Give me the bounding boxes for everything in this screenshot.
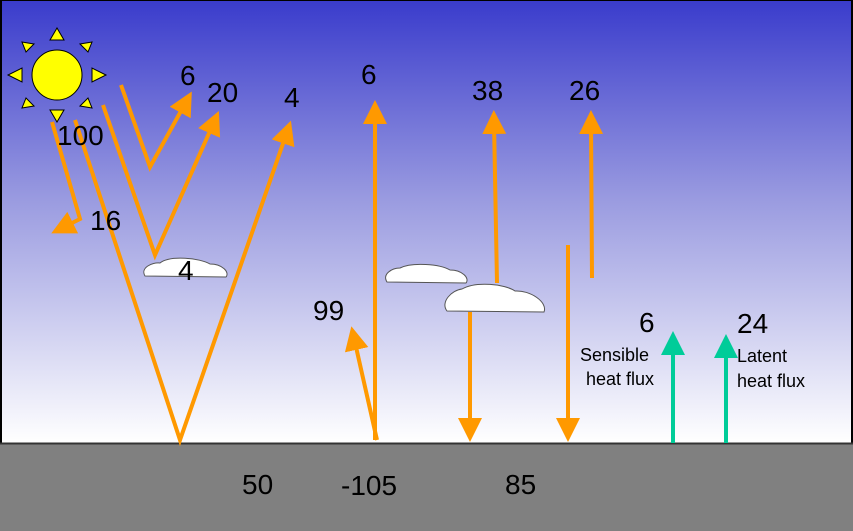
- latent-value: 24: [737, 308, 768, 339]
- atmosphere-emission-label: 26: [569, 75, 600, 106]
- ground-solar-label: 50: [242, 469, 273, 500]
- atmosphere-absorbed-label: 16: [90, 205, 121, 236]
- air-backscatter-arrow: [119, 84, 192, 172]
- atmosphere-emission-arrow: [579, 110, 604, 279]
- cloud-icon: [444, 283, 546, 313]
- latent-label-line1: Latent: [737, 346, 787, 366]
- outgoing-surface-label: 6: [361, 59, 377, 90]
- sensible-label-line1: Sensible: [580, 345, 649, 365]
- backscatter-label: 6: [180, 60, 196, 91]
- surface-emission-label: 99: [313, 295, 344, 326]
- surface-reflection-arrow: [73, 119, 295, 447]
- sun-icon: [6, 27, 108, 123]
- cloud-icon: [143, 257, 228, 278]
- cloud-reflection-arrow: [101, 104, 221, 261]
- sensible-value: 6: [639, 307, 655, 338]
- atmosphere-absorption-arrow: [50, 121, 83, 234]
- cloud-emission-label: 38: [472, 75, 503, 106]
- sensible-label-line2: heat flux: [586, 369, 654, 389]
- surface-reflection-label: 4: [284, 82, 300, 113]
- ground: [0, 443, 853, 531]
- latent-label-line2: heat flux: [737, 371, 805, 391]
- sky-background: [2, 1, 851, 443]
- surface-emission-arrow: [344, 326, 379, 441]
- incoming-solar-label: 100: [57, 120, 104, 151]
- ground-longwave-label: -105: [341, 470, 397, 501]
- cloud-icon: [385, 263, 468, 284]
- cloud-reflection-label: 20: [207, 77, 238, 108]
- cloud-emission-arrow: [482, 110, 507, 284]
- ground-back-radiation-label: 85: [505, 469, 536, 500]
- cloud-absorbed-label: 4: [178, 255, 194, 286]
